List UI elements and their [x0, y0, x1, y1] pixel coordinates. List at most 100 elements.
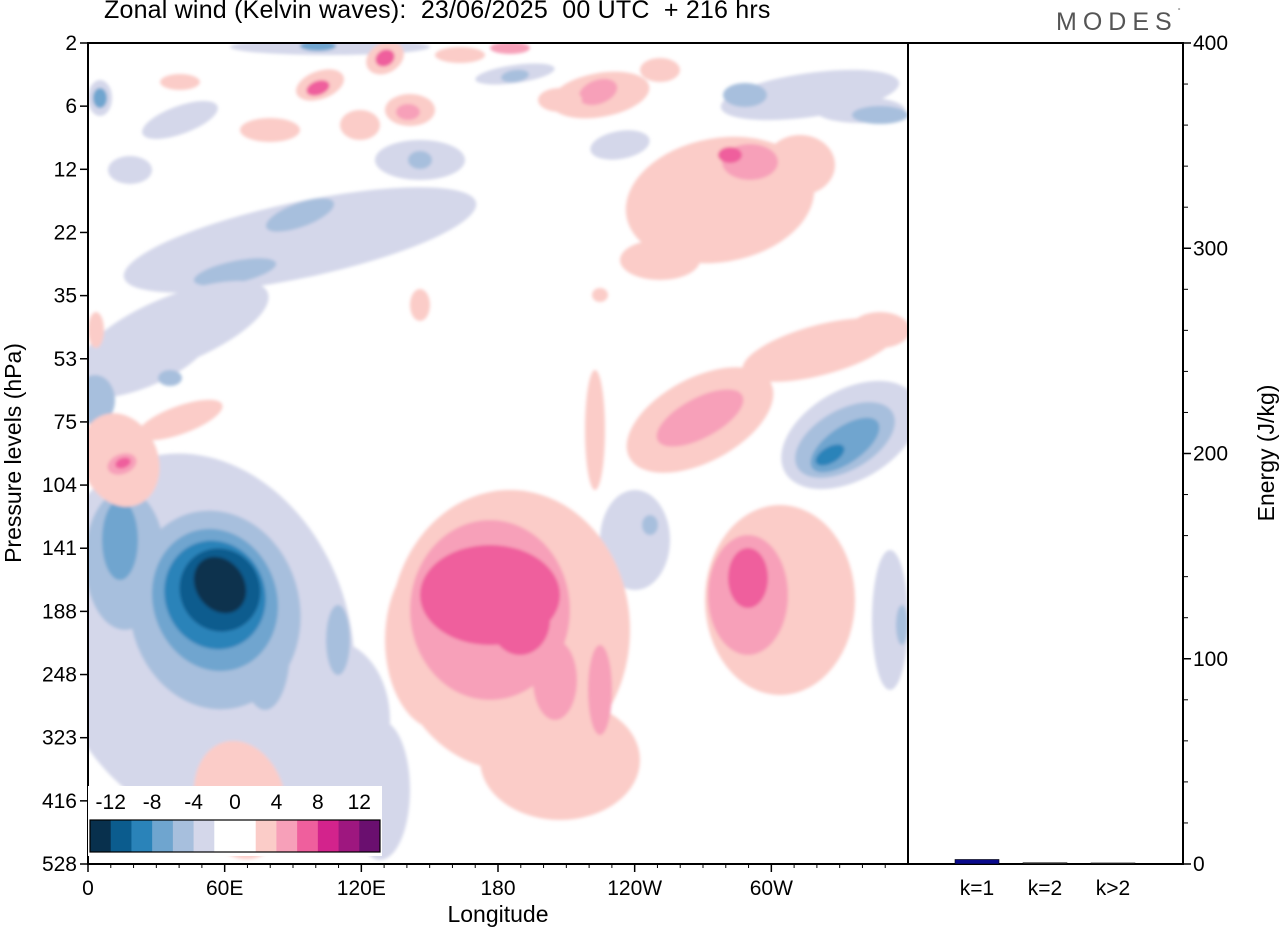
- contour-region: [590, 130, 650, 160]
- contour-region: [852, 106, 908, 124]
- x-axis-title: Longitude: [447, 901, 548, 927]
- energy-bar-label: k=1: [960, 877, 994, 900]
- energy-bar: [1090, 862, 1136, 865]
- y-tick-label: 2: [65, 32, 77, 55]
- contour-region: [158, 370, 182, 386]
- contour-region: [718, 147, 742, 163]
- colorbar-swatch: [90, 820, 112, 852]
- colorbar-swatch: [297, 820, 319, 852]
- modes-logo: MODES°: [1056, 8, 1181, 37]
- contour-region: [137, 399, 223, 441]
- contour-region: [193, 556, 247, 614]
- contour-region: [340, 110, 380, 140]
- contour-region: [408, 151, 432, 169]
- longitude-axis: 0 60E 120E 180 120W 60W: [82, 864, 886, 900]
- colorbar-swatch: [152, 820, 174, 852]
- energy-tick-label: 300: [1193, 237, 1228, 260]
- colorbar-swatch: [359, 820, 381, 852]
- colorbar-label: 4: [271, 791, 283, 814]
- y-tick-label: 104: [42, 474, 77, 497]
- colorbar-swatch: [110, 820, 132, 852]
- contour-region: [160, 74, 200, 90]
- logo-mark: °: [1177, 8, 1181, 15]
- energy-bar-label: k>2: [1096, 877, 1130, 900]
- y-tick-label: 75: [54, 411, 77, 434]
- contour-region: [88, 312, 104, 348]
- y-axis-title: Pressure levels (hPa): [0, 343, 26, 563]
- colorbar-swatch: [214, 820, 236, 852]
- y-tick-label: 35: [54, 285, 77, 308]
- contour-region: [578, 78, 618, 106]
- y-tick-label: 22: [54, 221, 77, 244]
- contour-region: [600, 490, 670, 590]
- energy-tick-label: 0: [1193, 853, 1205, 876]
- contour-region: [815, 444, 845, 466]
- colorbar-label: -12: [96, 791, 126, 814]
- colorbar-swatch: [276, 820, 298, 852]
- colorbar-swatch: [317, 820, 340, 852]
- y-tick-label: 141: [42, 537, 77, 560]
- contour-region: [115, 457, 131, 469]
- contour-region: [896, 605, 908, 645]
- colorbar-swatch: [172, 820, 195, 852]
- contour-region: [306, 80, 330, 96]
- contour-region: [326, 605, 350, 675]
- y-tick-label: 188: [42, 600, 77, 623]
- x-tick-label: 180: [480, 877, 515, 900]
- contour-region: [88, 375, 115, 425]
- colorbar-swatch: [193, 820, 215, 852]
- x-tick-label: 60W: [750, 877, 793, 900]
- energy-tick-label: 100: [1193, 648, 1228, 671]
- energy-panel-frame: [907, 42, 1184, 865]
- x-tick-label: 60E: [206, 877, 243, 900]
- energy-tick-label: 200: [1193, 443, 1228, 466]
- contour-region: [93, 88, 107, 108]
- y-tick-label: 528: [42, 853, 77, 876]
- contour-region: [300, 43, 336, 51]
- colorbar: -12 -8 -4 0 4 8 12: [88, 786, 382, 856]
- contour-region: [501, 69, 529, 83]
- x-tick-label: 120E: [337, 877, 386, 900]
- x-tick-label: 0: [82, 877, 94, 900]
- energy-bar: [1022, 862, 1068, 865]
- y-tick-label: 53: [54, 348, 77, 371]
- colorbar-frame: [89, 819, 381, 853]
- contour-region: [435, 47, 485, 63]
- contour-region: [142, 101, 218, 139]
- colorbar-label: -8: [143, 791, 162, 814]
- colorbar-label: 12: [348, 791, 371, 814]
- contour-region: [728, 548, 768, 608]
- contour-region: [872, 550, 908, 690]
- y-tick-label: 323: [42, 727, 77, 750]
- energy-bars: k=1 k=2 k>2: [954, 859, 1136, 900]
- logo-text: MODES: [1056, 8, 1178, 36]
- contour-region: [240, 118, 300, 142]
- contour-region: [108, 156, 152, 184]
- energy-bar-label: k=2: [1028, 877, 1062, 900]
- contour-region: [490, 43, 530, 54]
- contour-region: [723, 83, 767, 107]
- colorbar-label: 0: [229, 791, 241, 814]
- contour-region: [123, 187, 477, 293]
- contour-region: [396, 104, 420, 120]
- x-tick-label: 120W: [607, 877, 662, 900]
- contour-region: [533, 640, 577, 720]
- contour-region: [538, 88, 582, 112]
- contour-region: [585, 370, 605, 490]
- contour-region: [592, 288, 608, 302]
- y-tick-label: 416: [42, 790, 77, 813]
- y-tick-label: 248: [42, 664, 77, 687]
- contour-region: [193, 258, 277, 286]
- y-tick-label: 12: [54, 158, 77, 181]
- contour-region: [642, 515, 658, 535]
- colorbar-swatch: [338, 820, 360, 852]
- colorbar-swatch: [255, 820, 277, 852]
- colorbar-label: 8: [312, 791, 324, 814]
- contour-region: [588, 645, 612, 735]
- chart-title: Zonal wind (Kelvin waves): 23/06/2025 00…: [104, 0, 771, 24]
- contour-region: [265, 198, 335, 232]
- energy-axis: 0 100 200 300 400: [1183, 32, 1228, 876]
- y-tick-label: 6: [65, 95, 77, 118]
- colorbar-label: -4: [184, 791, 203, 814]
